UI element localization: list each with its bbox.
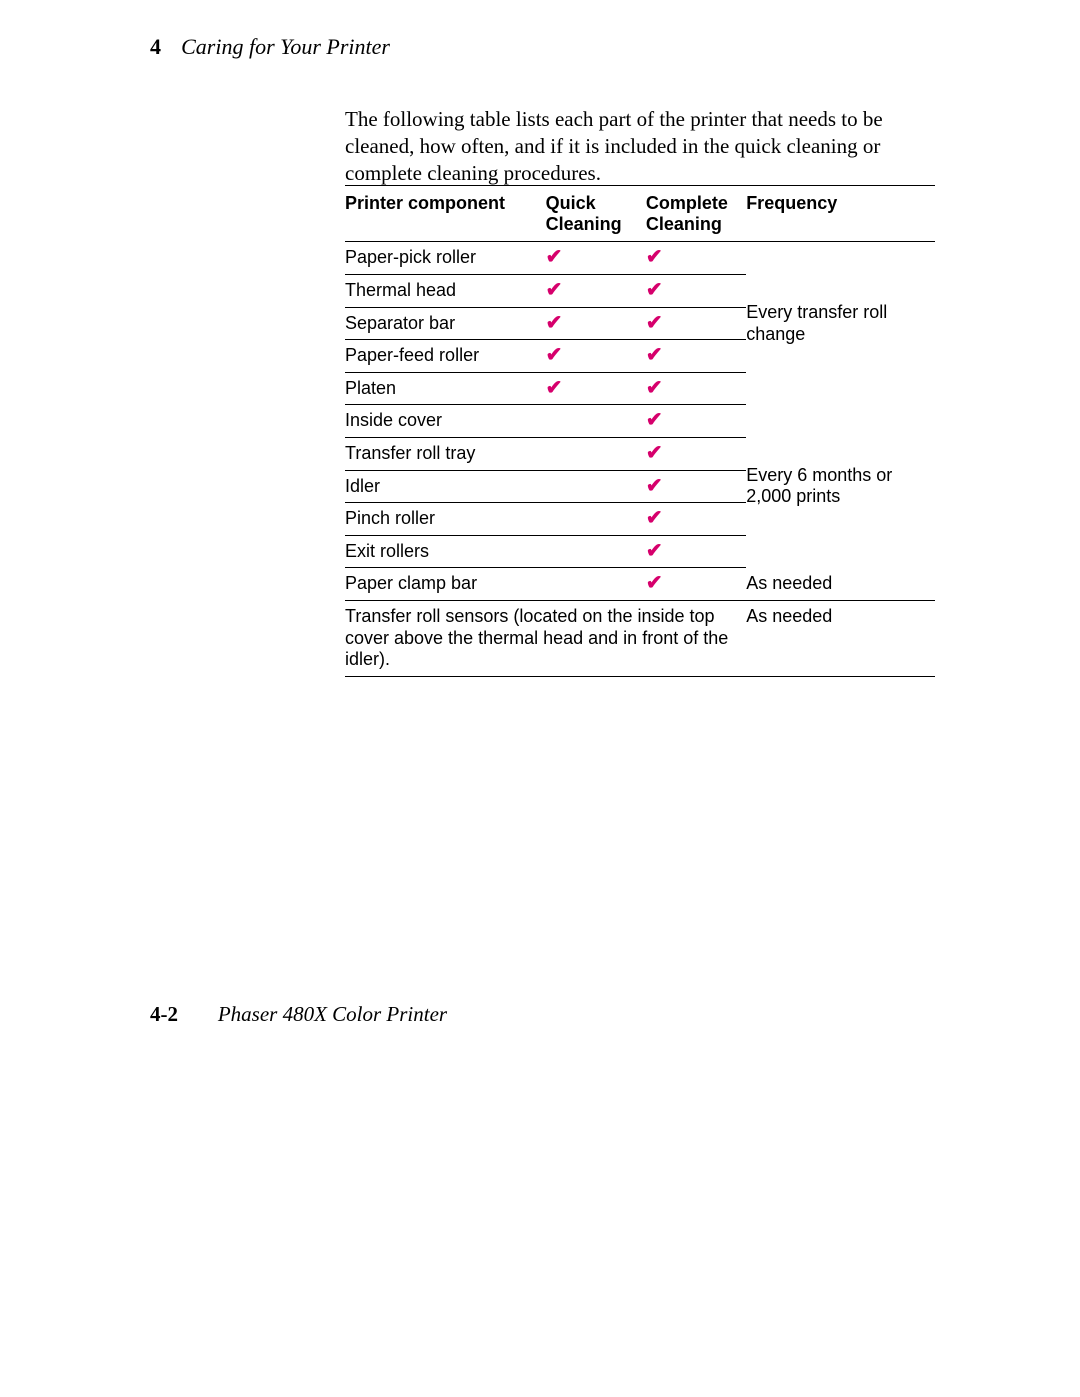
cell-component: Pinch roller bbox=[345, 503, 546, 536]
cell-component: Transfer roll sensors (located on the in… bbox=[345, 600, 746, 676]
check-icon: ✔ bbox=[646, 405, 746, 438]
check-icon: ✔ bbox=[646, 503, 746, 536]
cell-frequency: As needed bbox=[746, 600, 935, 676]
check-icon: ✔ bbox=[546, 372, 646, 405]
table-row: Paper clamp bar ✔ As needed bbox=[345, 568, 935, 601]
check-icon: ✔ bbox=[646, 437, 746, 470]
cell-component: Transfer roll tray bbox=[345, 437, 546, 470]
check-icon: ✔ bbox=[646, 568, 746, 601]
table-row: Transfer roll sensors (located on the in… bbox=[345, 600, 935, 676]
cell-component: Paper-feed roller bbox=[345, 340, 546, 373]
check-icon: ✔ bbox=[646, 470, 746, 503]
check-icon bbox=[546, 535, 646, 568]
table-row: Paper-pick roller ✔ ✔ Every transfer rol… bbox=[345, 242, 935, 275]
cell-component: Thermal head bbox=[345, 274, 546, 307]
check-icon: ✔ bbox=[646, 340, 746, 373]
cell-component: Paper clamp bar bbox=[345, 568, 546, 601]
check-icon: ✔ bbox=[646, 242, 746, 275]
check-icon bbox=[546, 405, 646, 438]
cell-component: Paper-pick roller bbox=[345, 242, 546, 275]
cleaning-table: Printer component Quick Cleaning Complet… bbox=[345, 185, 935, 677]
cell-component: Idler bbox=[345, 470, 546, 503]
check-icon: ✔ bbox=[646, 372, 746, 405]
check-icon: ✔ bbox=[546, 340, 646, 373]
col-quick: Quick Cleaning bbox=[546, 186, 646, 242]
table-row: Inside cover ✔ Every 6 months or 2,000 p… bbox=[345, 405, 935, 438]
running-header: 4 Caring for Your Printer bbox=[150, 34, 390, 60]
check-icon bbox=[546, 568, 646, 601]
cell-component: Platen bbox=[345, 372, 546, 405]
page: 4 Caring for Your Printer The following … bbox=[0, 0, 1080, 1397]
check-icon bbox=[546, 503, 646, 536]
col-component: Printer component bbox=[345, 186, 546, 242]
check-icon: ✔ bbox=[546, 307, 646, 340]
page-footer: 4-2 Phaser 480X Color Printer bbox=[150, 1002, 447, 1027]
col-complete: Complete Cleaning bbox=[646, 186, 746, 242]
page-number: 4-2 bbox=[150, 1002, 178, 1026]
chapter-number: 4 bbox=[150, 34, 161, 59]
cell-component: Separator bar bbox=[345, 307, 546, 340]
cell-component: Exit rollers bbox=[345, 535, 546, 568]
check-icon bbox=[546, 437, 646, 470]
cell-frequency-group1: Every transfer roll change bbox=[746, 242, 935, 405]
table-header-row: Printer component Quick Cleaning Complet… bbox=[345, 186, 935, 242]
cell-component: Inside cover bbox=[345, 405, 546, 438]
col-frequency: Frequency bbox=[746, 186, 935, 242]
printer-model: Phaser 480X Color Printer bbox=[218, 1002, 447, 1026]
check-icon: ✔ bbox=[646, 307, 746, 340]
check-icon: ✔ bbox=[546, 242, 646, 275]
intro-paragraph: The following table lists each part of t… bbox=[345, 106, 935, 187]
check-icon: ✔ bbox=[646, 535, 746, 568]
check-icon bbox=[546, 470, 646, 503]
check-icon: ✔ bbox=[546, 274, 646, 307]
cell-frequency-group2: Every 6 months or 2,000 prints bbox=[746, 405, 935, 568]
chapter-title: Caring for Your Printer bbox=[181, 34, 390, 59]
check-icon: ✔ bbox=[646, 274, 746, 307]
cell-frequency: As needed bbox=[746, 568, 935, 601]
